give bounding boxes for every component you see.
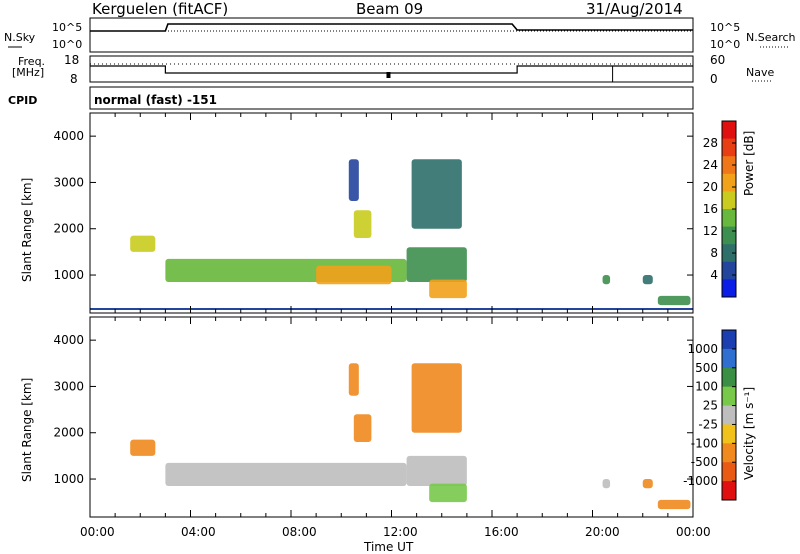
- velocity-colorbar-tick-label-5: -100: [691, 436, 718, 450]
- freq-gap-marker: [386, 72, 391, 78]
- power-colorbar-swatch-8: [722, 261, 736, 280]
- power-echo-region-7: [411, 159, 462, 229]
- power-y-tick-label-2: 3000: [53, 175, 84, 189]
- velocity-echo-region-5: [429, 483, 467, 503]
- noise-sky-label: N.Sky: [4, 31, 36, 44]
- noise-tick-low-right: 10^0: [710, 38, 741, 51]
- power-echo-region-6: [429, 279, 467, 299]
- power-colorbar-tick-label-4: 20: [703, 180, 718, 194]
- power-echo-region-8: [602, 275, 611, 285]
- velocity-echo-region-9: [657, 499, 691, 510]
- velocity-colorbar-tick-label-3: 25: [703, 399, 718, 413]
- panel-velocity-frame: [89, 316, 694, 518]
- power-echo-region-4: [348, 159, 359, 201]
- power-colorbar-swatch-0: [722, 121, 736, 140]
- power-colorbar-tick-label-5: 24: [703, 158, 718, 172]
- velocity-echo-region-1: [165, 462, 407, 486]
- time-tick-6: 00:00: [676, 525, 711, 539]
- velocity-echo-region-4: [406, 455, 467, 486]
- velocity-colorbar-swatch-3: [722, 386, 736, 407]
- power-echo-region-10: [657, 295, 691, 306]
- freq-tick-low: 8: [70, 72, 78, 86]
- velocity-y-tick-label-0: 1000: [53, 472, 84, 486]
- power-colorbar-swatch-9: [722, 279, 736, 298]
- velocity-colorbar-swatch-5: [722, 424, 736, 444]
- power-echo-region-2: [316, 265, 392, 285]
- velocity-colorbar-swatch-1: [722, 348, 736, 369]
- velocity-colorbar-swatch-4: [722, 405, 736, 425]
- power-y-tick-label-0: 1000: [53, 268, 84, 282]
- velocity-colorbar-tick-label-1: 500: [695, 361, 718, 375]
- power-colorbar-swatch-5: [722, 209, 736, 228]
- velocity-colorbar-swatch-8: [722, 481, 736, 501]
- velocity-colorbar-tick-label-6: -500: [691, 455, 718, 469]
- beam-title: Beam 09: [356, 0, 424, 18]
- time-axis-label: Time UT: [364, 540, 414, 554]
- time-tick-3: 12:00: [383, 525, 418, 539]
- freq-unit-label: [MHz]: [12, 66, 45, 79]
- power-colorbar-swatch-2: [722, 156, 736, 175]
- station-title: Kerguelen (fitACF): [92, 0, 229, 18]
- velocity-colorbar-swatch-7: [722, 462, 736, 482]
- velocity-echo-region-8: [642, 479, 653, 489]
- time-tick-5: 20:00: [585, 525, 620, 539]
- freq-series: [90, 65, 693, 74]
- power-colorbar-swatch-7: [722, 244, 736, 263]
- noise-sky-series: [90, 23, 693, 32]
- power-colorbar-swatch-3: [722, 173, 736, 192]
- power-echo-region-9: [642, 275, 653, 285]
- time-tick-0: 00:00: [80, 525, 115, 539]
- velocity-echo-region-2: [353, 414, 372, 442]
- time-tick-1: 04:00: [181, 525, 216, 539]
- power-colorbar-tick-label-2: 12: [703, 224, 718, 238]
- cpid-label: CPID: [8, 94, 38, 107]
- velocity-colorbar-tick-label-4: -25: [698, 417, 718, 431]
- noise-tick-high-right: 10^5: [710, 21, 741, 34]
- nave-label: Nave: [746, 66, 775, 79]
- power-colorbar-tick-label-1: 8: [710, 246, 718, 260]
- panel-power-frame: [89, 112, 694, 314]
- velocity-colorbar-tick-label-7: -1000: [683, 474, 718, 488]
- power-colorbar-tick-label-0: 4: [710, 268, 718, 282]
- power-y-tick-label-3: 4000: [53, 129, 84, 143]
- power-echo-region-5: [406, 247, 467, 282]
- freq-tick-high: 18: [64, 53, 80, 67]
- time-tick-4: 16:00: [484, 525, 519, 539]
- power-colorbar-swatch-6: [722, 226, 736, 245]
- velocity-colorbar-swatch-6: [722, 443, 736, 463]
- velocity-colorbar-tick-label-0: 1000: [687, 342, 718, 356]
- cpid-panel-frame: [89, 86, 694, 110]
- power-colorbar-swatch-1: [722, 138, 736, 157]
- velocity-y-tick-label-2: 3000: [53, 379, 84, 393]
- noise-panel-frame: [89, 17, 694, 53]
- noise-tick-low-left: 10^0: [52, 38, 83, 51]
- velocity-colorbar-tick-label-2: 100: [695, 380, 718, 394]
- velocity-echo-region-0: [130, 439, 156, 456]
- velocity-echo-region-7: [602, 479, 611, 489]
- cpid-value: normal (fast) -151: [94, 93, 217, 107]
- velocity-colorbar-swatch-0: [722, 330, 736, 350]
- power-echo-region-0: [130, 235, 156, 252]
- date-title: 31/Aug/2014: [586, 0, 683, 18]
- velocity-colorbar-frame: [721, 329, 737, 501]
- freq-panel-frame: [89, 55, 694, 83]
- freq-label: Freq.: [18, 55, 46, 68]
- nave-tick-high: 60: [710, 53, 726, 67]
- velocity-echo-region-3: [348, 363, 359, 396]
- time-tick-2: 08:00: [282, 525, 317, 539]
- noise-tick-high-left: 10^5: [52, 21, 83, 34]
- power-colorbar-tick-label-6: 28: [703, 136, 718, 150]
- velocity-y-tick-label-3: 4000: [53, 333, 84, 347]
- power-echo-region-3: [353, 210, 372, 238]
- nave-tick-low: 0: [710, 72, 718, 86]
- velocity-y-tick-label-1: 2000: [53, 426, 84, 440]
- power-y-tick-label-1: 2000: [53, 222, 84, 236]
- noise-search-label: N.Search: [746, 31, 796, 44]
- velocity-colorbar-swatch-2: [722, 367, 736, 388]
- power-colorbar-tick-label-3: 16: [703, 202, 718, 216]
- power-colorbar-swatch-4: [722, 191, 736, 210]
- velocity-echo-region-6: [411, 363, 462, 433]
